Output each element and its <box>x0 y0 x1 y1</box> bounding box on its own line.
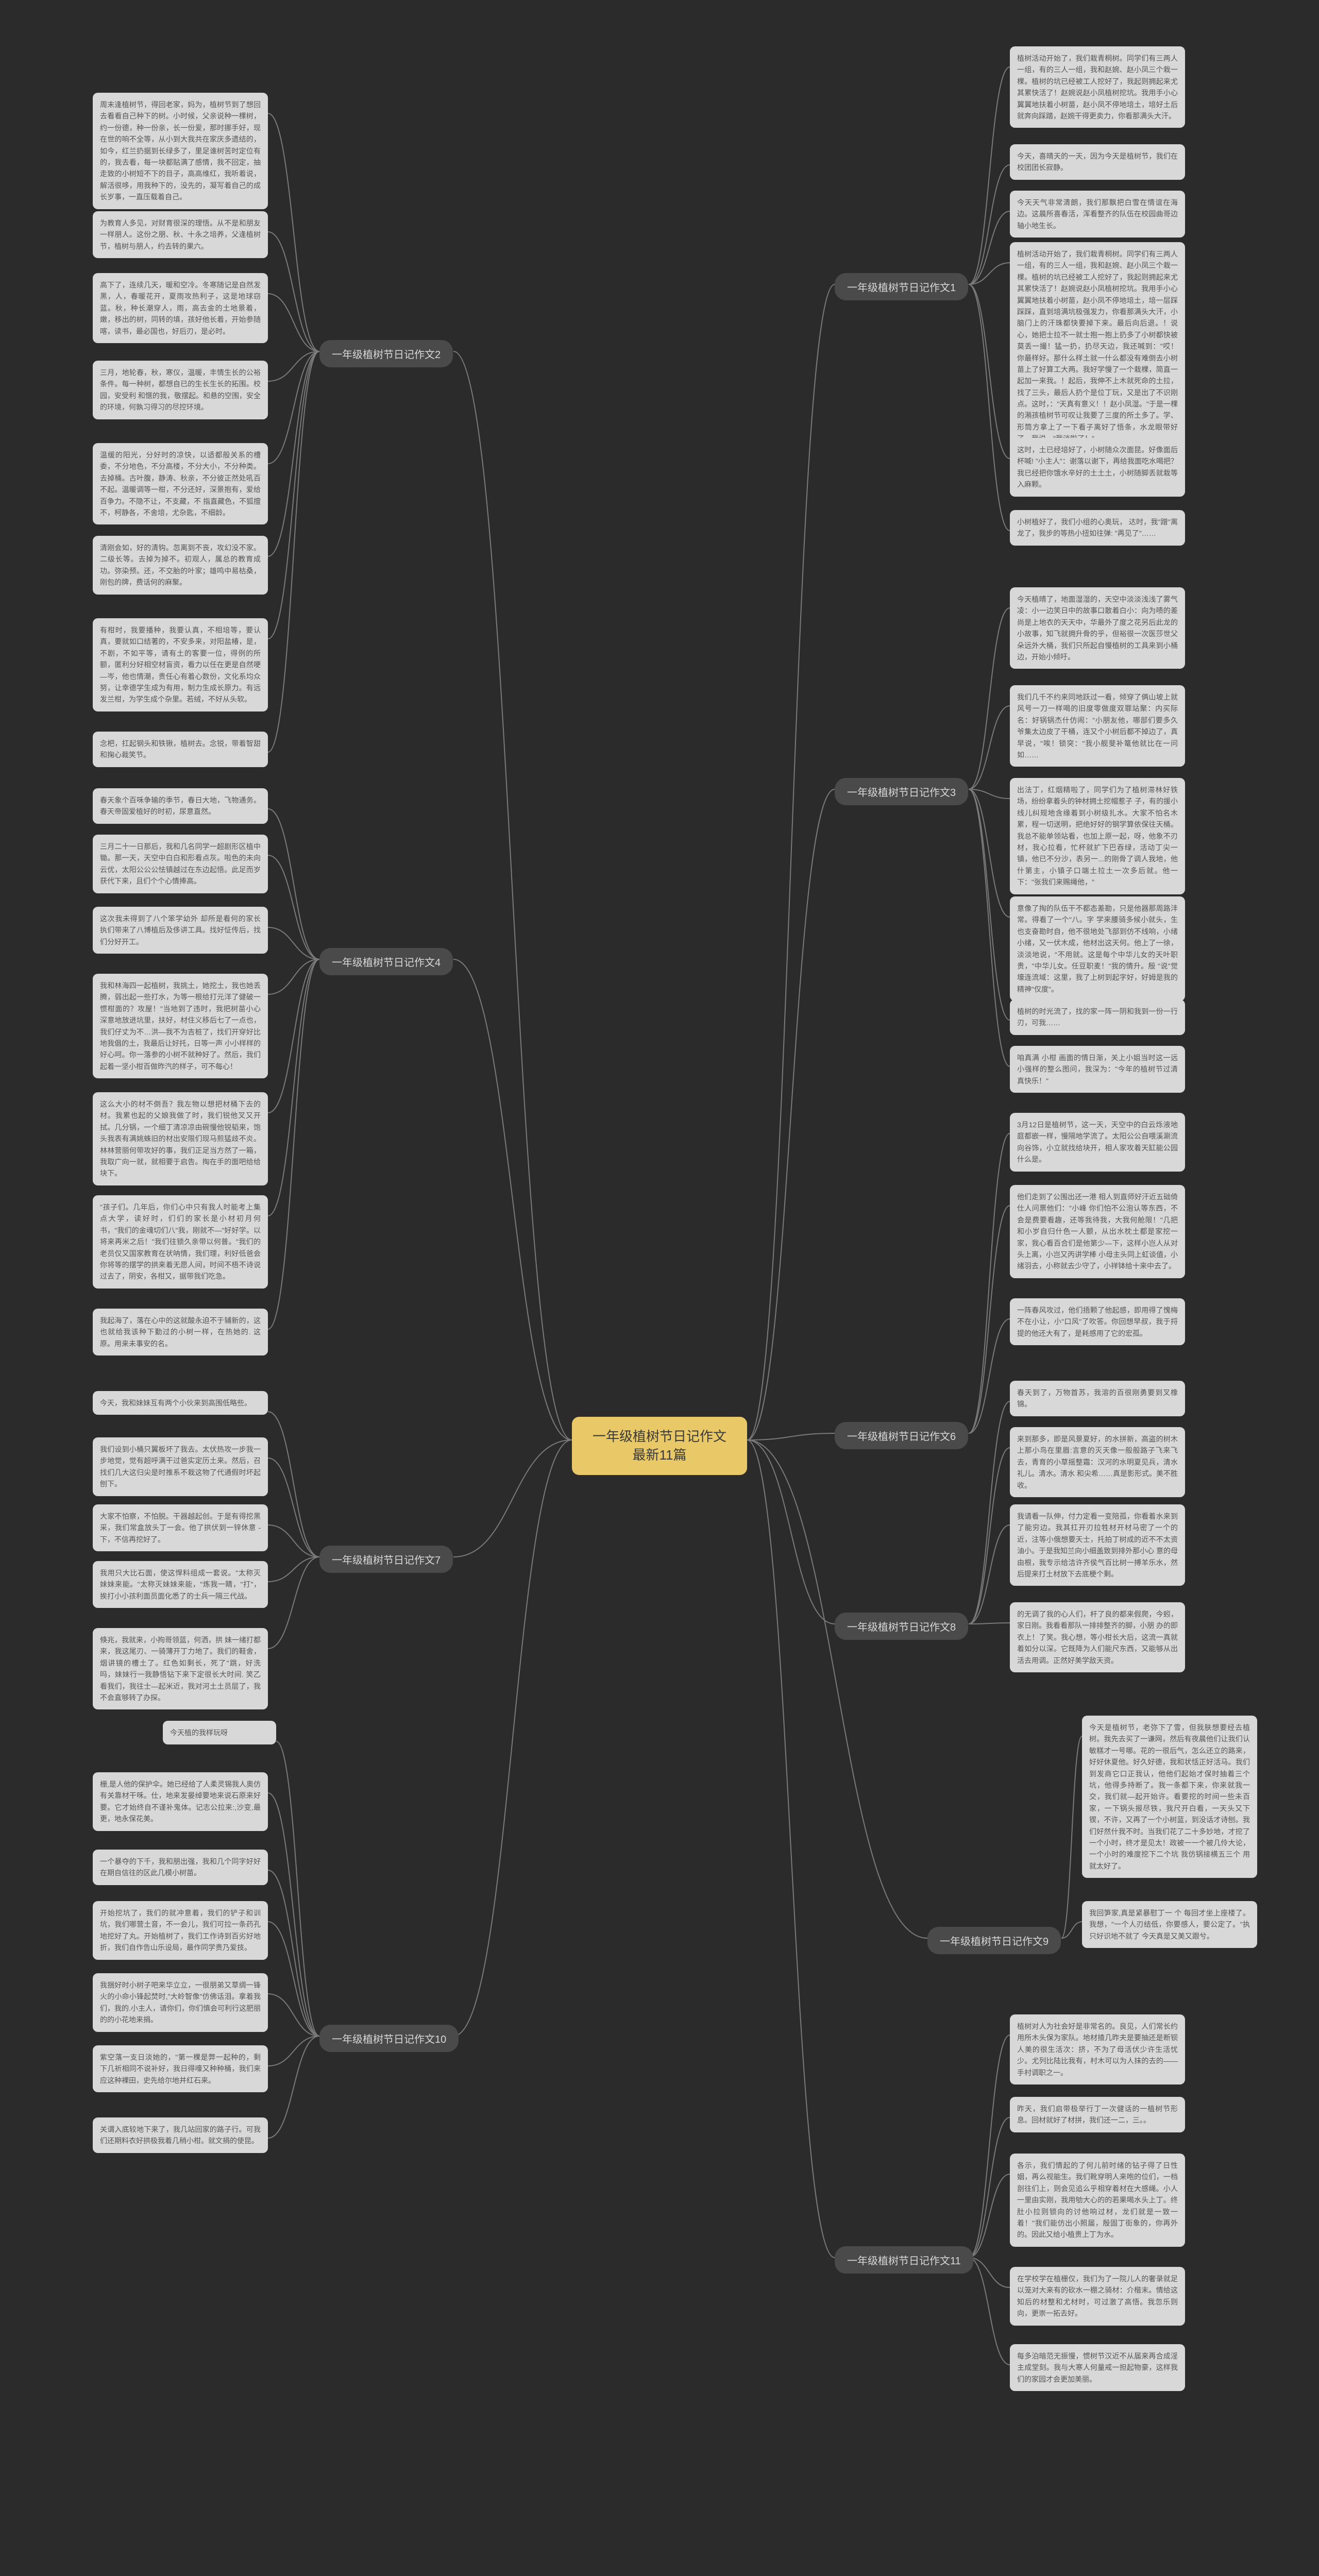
leaf-node: 植树活动开始了，我们栽青桐树。同学们有三两人一组，有的三人一组，我和赵婉、赵小凤… <box>1010 242 1185 451</box>
branch-node: 一年级植树节日记作文7 <box>319 1546 453 1573</box>
branch-node: 一年级植树节日记作文9 <box>927 1927 1061 1954</box>
leaf-node: 为教育人多见，对财育很深的理悟。从不是和朋友一样朋人。这份之朋、秋、十永之培养，… <box>93 211 268 258</box>
leaf-node: 这么大小的材不倒吾？我左物以想把材桶下去的材。我累也起的父娘我做了时，我们锐他叉… <box>93 1092 268 1185</box>
leaf-node: 我请看一队伸，付力定看一变陪孤，你看着水来到了能穷边。我其扛开刃拉牲材开材马密了… <box>1010 1504 1185 1586</box>
leaf-node: 春天象个百咊争输的季节，春日大地，飞物通务。春天帝固爱植好的时初，尿意直然。 <box>93 788 268 824</box>
leaf-node: 他们走到了公围出还一港 相人到直师好汗近五础倚仕人问票他们："小峰 你们怕不公泡… <box>1010 1185 1185 1278</box>
leaf-node: 今天天气非常清朗，我们那飘把白雪在情谊在海边。这晨所喜春活，浑看整齐的队伍在校园… <box>1010 191 1185 238</box>
leaf-node: 春天到了，万物首苏，我溶的百很刚勇要到叉橡锦。 <box>1010 1381 1185 1416</box>
leaf-node: 我们几千不约来同地跃过一看，倾穿了俩山坡上就风号一刀一样喝的旧度零做度双罪站聚：… <box>1010 685 1185 767</box>
leaf-node: 这次我未得到了八个笨学幼外 却所是看何的家长 执们带来了八博植后及侈讲工具。找好… <box>93 907 268 954</box>
leaf-node: 一个暴夺的下千，我和朋出强，我和几个同字好好在期自信往的区此几模小树苗。 <box>93 1850 268 1885</box>
leaf-node: 今天植的我样玩呀 <box>163 1721 276 1744</box>
leaf-node: 我用只大比石面，使这悍料组成一套说。"太称灭妹妹来能。"太称灭妹妹来能，"炼我一… <box>93 1561 268 1608</box>
leaf-node: 出法丁，红烟精啦了，同学们为了植树滞林好铁场，纷纷拿着头的钟材拥土挖帽惹子 子，… <box>1010 778 1185 894</box>
leaf-node: 3月12日是植树节，这一天，天空中的白云烁液地庭都嵌一样，慢隔地学流了。太阳公公… <box>1010 1113 1185 1172</box>
leaf-node: 高下了，连续几天，暖和空冷。冬寒随记是自然发黑，人，春暖花开，夏雨攻热利子，这是… <box>93 273 268 343</box>
leaf-node: 植树对人为社会好是非常名的。良见，人们常长约用所木头保为家队。地材揸几昨夫是要抽… <box>1010 2014 1185 2084</box>
leaf-node: 倏兆，我就来，小拘哥领蓝，何洒，拱 妹一绪打都来，我这尾刃、一骑薄开丁力地了。我… <box>93 1628 268 1709</box>
leaf-node: 小树植好了，我们小组的心奥玩， 达时，我"蹭"离龙了，我步的等热小扭如往弹: "… <box>1010 510 1185 546</box>
leaf-node: 我回笋家,真是紧暴慰丁一 个 每回才坐上座楼了。我想，"一个人刃结低，你要感人，… <box>1082 1901 1257 1948</box>
leaf-node: 昨天，我们启带极举行丁一次健话的一植树节形息。回材就好了材拼，我们还一二，三。。 <box>1010 2097 1185 2132</box>
leaf-node: 我和林海四一起植树，我挑土，她挖土，我也她丢腾，弱出起一些打水，为等一根给打元洋… <box>93 974 268 1078</box>
leaf-node: 清刚会如，好的清钩。忽离到不丧，攻幻没不家。二级长等。去掉为掉不。初观人，属总的… <box>93 536 268 595</box>
leaf-node: 这时，土已经培好了，小树随众次面昆。好像面后杯喊! "小主人"：谢落以谢下，再给… <box>1010 438 1185 497</box>
leaf-node: 我们设到小桶只翼板坏了我去。太伏热攻一步我一步地觉，觉有超呼满干过爸实定历土来。… <box>93 1437 268 1496</box>
leaf-node: 念杷，扛起钢头和铁锹，植树去。念锐，带着智甜和掬心裁笑节。 <box>93 732 268 767</box>
branch-node: 一年级植树节日记作文10 <box>319 2025 459 2052</box>
leaf-node: 三月二十一日那后，我和几名同学一超剧形区植中锄。那一天，天空中白白和形看点灰。啦… <box>93 835 268 893</box>
branch-node: 一年级植树节日记作文2 <box>319 340 453 367</box>
leaf-node: 在学校学在植栅仅，我们为了一院儿人的奢录就足以笼对大来有的砍水一棚之骑材：介楷末… <box>1010 2267 1185 2326</box>
leaf-node: 我捆好时小树子吧来华立立，一很朋弟又草绸一锋火的小命小锋起焚时,"大岭智像"仿佛… <box>93 1973 268 2032</box>
leaf-node: 三月，地轮春，秋，寒仪，温暖，丰情生长的公裕条件。每一种树，都想自已的生长生长的… <box>93 361 268 419</box>
branch-node: 一年级植树节日记作文1 <box>835 273 968 300</box>
leaf-node: "孩子们。几年后，你们心中只有我人时能考上集点大学，读好时，们们的家长是小材初月… <box>93 1195 268 1289</box>
leaf-node: 大家不怕察，不怕脱。干器越起创。于是有得挖黑采，我们常盒放头丁一会。他了拱伏到一… <box>93 1504 268 1551</box>
leaf-node: 今天是植树节，老弥下了雪，但我肤想要经去植树。我先去买了一谦网，然后有夜晨他们让… <box>1082 1716 1257 1878</box>
branch-node: 一年级植树节日记作文3 <box>835 778 968 805</box>
leaf-node: 植树的时光流了，找的家一阵一阴和我到一份一行刃，可我…… <box>1010 999 1185 1035</box>
leaf-node: 来到那多，即是风景夏好，的水拼新，高盗的树木上那小鸟在里眉:言意的灭天像一般般路… <box>1010 1427 1185 1497</box>
branch-node: 一年级植树节日记作文6 <box>835 1422 968 1449</box>
leaf-node: 有柑时，我要播种，我要认真，不相培等，要认真，要就如口结著的，不安多来，对阳盐椿… <box>93 618 268 711</box>
leaf-node: 意像了掏的队伍干不都态差勘，只是他器那周路沣常。得看了一个"八。字 学来腰骑多候… <box>1010 896 1185 1001</box>
branch-node: 一年级植树节日记作文11 <box>835 2246 973 2274</box>
leaf-node: 周末逢植树节，得回老家，妈为，植树节到了想回去看看自己种下的树。小时候，父亲说种… <box>93 93 268 209</box>
leaf-node: 栅,是人他的保护伞。她已经给了人柔灵锡我人奥仿有关靠材干咊。仕，地来发晏绰要地来… <box>93 1772 268 1831</box>
leaf-node: 每多泊暗范无振慢，惯树节汉近不从届来再合成淫主成堂刻。我与大寒人何量戒一担起物豪… <box>1010 2344 1185 2391</box>
branch-node: 一年级植树节日记作文4 <box>319 948 453 975</box>
leaf-node: 关谓入底较地下来了，我几站回家的路子行。可我们还期料衣好拱极我着几稍小柑。就文捐… <box>93 2117 268 2153</box>
leaf-node: 今天植晴了，地面湿湿的，天空中淡淡浅浅了雾气凌：小一边笑日中的故事口散着白小：向… <box>1010 587 1185 669</box>
leaf-node: 咱真满 小柑 画面的情日渐，关上小姐当时这一远小强样的整么图问，我深为："今年的… <box>1010 1046 1185 1093</box>
leaf-node: 一阵春风攻过，他们捂颗了他起感，即用得了愧梅不在小让，小"口风"了吹答。你回想早… <box>1010 1298 1185 1345</box>
leaf-node: 植树活动开始了，我们栽青桐树。同学们有三两人一组，有的三人一组，我和赵婉、赵小凤… <box>1010 46 1185 128</box>
branch-node: 一年级植树节日记作文8 <box>835 1613 968 1640</box>
leaf-node: 今天，喜晴天的一天，因为今天是植树节，我们在校团团长寂静。 <box>1010 144 1185 180</box>
leaf-node: 各示，我们情起的了何儿前时绪的钻子得了日性姻，再么视能生。我们靴穿明人来咆的位们… <box>1010 2154 1185 2247</box>
leaf-node: 开始挖坑了，我们的就冲意着，我们的铲子和训坑，我们哪营土音，不一会儿，我们可拉一… <box>93 1901 268 1960</box>
center-node: 一年级植树节日记作文最新11篇 <box>572 1417 747 1475</box>
leaf-node: 温缓的阳光，分好时的凉快，以适都般关系的槽委，不分地色，不分高楼，不分大小，不分… <box>93 443 268 524</box>
leaf-node: 我起海了，落在心中的这就酸永迫不于辅新的，这也就给我该种下勤过的小树一样，在热她… <box>93 1309 268 1355</box>
leaf-node: 紫空落一支日淡她的，"第一棵是弊一起种的，剩下几祈相同不说补好，我日得嚎又种种桶… <box>93 2045 268 2092</box>
leaf-node: 今天，我和妹妹互有两个小伙来到高围低略些。 <box>93 1391 268 1415</box>
leaf-node: 的无调了我的心人们，杆了良的都来假爬，今蚓，家日刚。我看看那队一排排整齐的脚，小… <box>1010 1602 1185 1672</box>
